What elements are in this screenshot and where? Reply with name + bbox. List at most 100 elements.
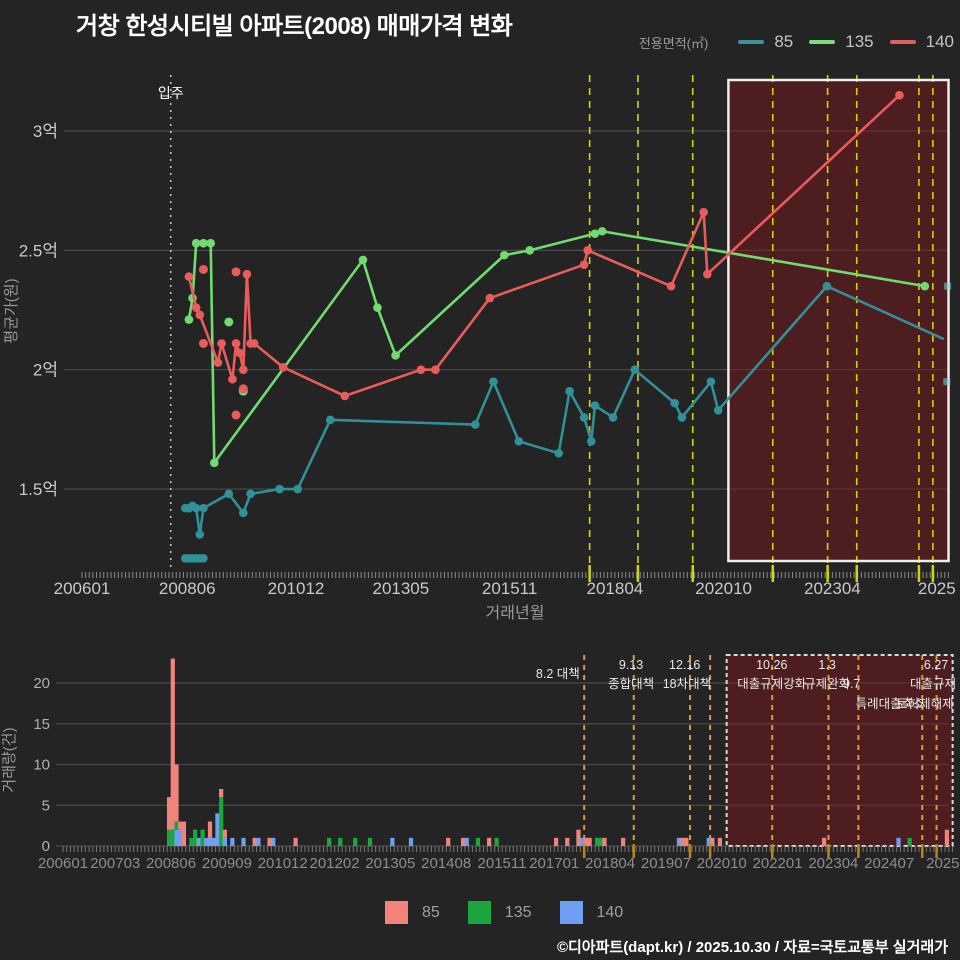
volume-bar-segment	[896, 837, 901, 846]
volume-bar-segment	[174, 821, 179, 830]
volume-bar-segment	[353, 837, 358, 846]
data-point-85	[590, 401, 600, 410]
volume-bar-segment	[219, 788, 224, 798]
data-point-140	[242, 269, 252, 279]
bar-legend-item-140[interactable]: 140	[559, 901, 623, 924]
volume-bar-segment	[460, 837, 466, 846]
x-tick-label: 2025	[918, 579, 956, 598]
data-point-140	[191, 303, 201, 312]
y-tick-label: 10	[33, 757, 50, 774]
bar-legend-item-135[interactable]: 135	[467, 901, 532, 924]
highlight-box-border	[727, 78, 950, 563]
volume-bar-segment	[211, 837, 216, 846]
volume-bar-segment	[189, 837, 194, 846]
data-point-85	[471, 420, 480, 429]
bar-legend-item-85[interactable]: 85	[385, 901, 440, 924]
x-axis-title: 거래년월	[486, 604, 545, 622]
y-tick-label: 1.5억	[19, 480, 58, 499]
scatter-point-140	[231, 410, 241, 420]
data-point-140	[239, 365, 248, 375]
scatter-point-140	[198, 264, 208, 274]
data-point-85	[246, 489, 255, 499]
volume-bar-segment	[338, 837, 343, 846]
data-point-140	[703, 269, 712, 279]
bar-legend-swatch-85	[385, 901, 408, 924]
data-point-85	[239, 508, 248, 518]
volume-bar-segment	[684, 837, 689, 846]
data-point-135	[210, 458, 219, 468]
x-tick-label: 201511	[478, 855, 527, 872]
volume-bar-segment	[241, 837, 246, 846]
data-point-140	[431, 365, 440, 375]
series-140	[184, 90, 904, 401]
series-85	[181, 281, 945, 563]
volume-bar-segment	[821, 837, 827, 846]
policy-label: 9.13	[619, 658, 643, 672]
y-tick-label: 2.5억	[19, 241, 58, 260]
data-point-85	[565, 386, 574, 396]
edge-marker	[944, 282, 952, 290]
volume-bar-segment	[676, 837, 682, 846]
data-point-140	[699, 207, 708, 217]
data-point-140	[485, 293, 495, 303]
volume-bar-segment	[207, 821, 213, 838]
bar-legend-swatch-135	[467, 901, 491, 924]
y-tick-label: 5	[42, 797, 50, 814]
volume-bar-segment	[166, 829, 172, 846]
legend-item-85[interactable]: 85	[738, 32, 793, 52]
volume-bar-segment	[446, 837, 451, 846]
x-tick-label: 202407	[864, 855, 914, 872]
data-point-135	[206, 238, 215, 248]
volume-bar-segment	[710, 837, 715, 846]
data-point-85	[514, 437, 524, 446]
data-point-85	[293, 484, 302, 494]
policy-label: 9.7	[843, 677, 860, 691]
data-point-85	[587, 437, 596, 446]
bottom-legend: 85 135 140	[385, 901, 651, 924]
data-point-85	[706, 377, 716, 386]
volume-bar-segment	[174, 829, 179, 846]
volume-bar-segment	[181, 821, 187, 846]
volume-bar-segment	[367, 837, 373, 846]
data-point-135	[391, 351, 400, 360]
scatter-point-140	[231, 267, 241, 277]
policy-label: 12.16	[669, 658, 700, 672]
volume-bar-segment	[621, 837, 626, 846]
volume-bar-segment	[944, 829, 949, 846]
volume-bar-segment	[717, 837, 722, 846]
volume-bar-segment	[390, 837, 395, 846]
x-tick-label: 202201	[753, 855, 803, 872]
volume-bar-segment	[576, 829, 581, 846]
x-tick-label: 200806	[159, 579, 216, 598]
scatter-point-140	[238, 384, 248, 394]
legend-item-140[interactable]: 140	[889, 32, 954, 52]
highlight-box-fill	[726, 655, 953, 846]
footer-credit: ©디아파트(dapt.kr) / 2025.10.30 / 자료=국토교통부 실…	[556, 939, 948, 956]
data-point-140	[213, 358, 223, 367]
volume-bar-segment	[207, 837, 213, 846]
bar-legend-swatch-140	[559, 901, 583, 924]
y-axis-title: 거래량(건)	[1, 727, 18, 792]
data-point-85	[275, 484, 284, 494]
data-point-85	[489, 377, 498, 386]
volume-bar-segment	[408, 837, 414, 846]
data-point-135	[199, 238, 208, 248]
volume-bar-segment	[222, 837, 227, 846]
x-tick-label: 201305	[365, 855, 415, 872]
policy-label: 10.26	[756, 658, 787, 672]
x-tick-label: 202010	[697, 855, 747, 872]
highlight-box-border	[725, 654, 954, 847]
top-legend: 전용면적(㎡) 85 135 140	[639, 32, 954, 52]
legend-item-135[interactable]: 135	[809, 32, 874, 52]
data-point-140	[184, 272, 194, 281]
volume-bar-segment	[907, 837, 912, 846]
data-point-135	[373, 303, 382, 312]
data-point-85	[630, 365, 640, 375]
policy-label: 1.3	[818, 658, 835, 672]
volume-bar-segment	[256, 837, 261, 846]
x-tick-label: 200909	[202, 855, 252, 872]
price-line-chart: 3억 2.5억 2억 1.5억 평균가(원) 200601 200806 201012 2013…	[3, 75, 956, 622]
data-point-135	[920, 281, 930, 291]
volume-bar-segment	[193, 829, 198, 846]
